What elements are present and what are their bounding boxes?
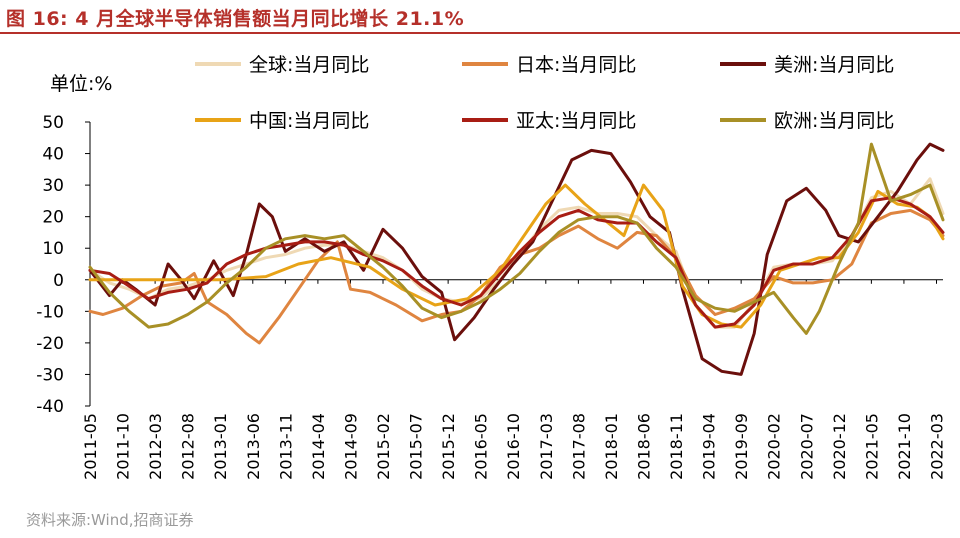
legend-item: 美洲:当月同比 (720, 54, 894, 76)
y-tick-label: 40 (42, 145, 64, 165)
legend-label: 日本:当月同比 (516, 54, 636, 76)
y-axis-label: 单位:% (50, 73, 112, 95)
y-tick-label: -20 (36, 334, 64, 354)
x-tick-label: 2013-01 (211, 413, 230, 480)
x-tick-label: 2015-02 (374, 413, 393, 480)
x-tick-label: 2014-09 (341, 413, 360, 480)
legend-label: 全球:当月同比 (249, 54, 369, 76)
y-tick-label: 10 (42, 239, 64, 259)
series-line-5 (88, 196, 945, 329)
source-note: 资料来源:Wind,招商证券 (26, 511, 194, 529)
x-tick-label: 2020-02 (765, 413, 784, 480)
y-tick-label: 20 (42, 208, 64, 228)
x-tick-label: 2014-04 (309, 413, 328, 480)
series-line-6 (88, 142, 945, 335)
x-tick-label: 2020-07 (797, 413, 816, 480)
legend-label: 亚太:当月同比 (516, 110, 636, 132)
series-lines (88, 142, 945, 376)
x-tick-label: 2018-01 (602, 413, 621, 480)
x-tick-label: 2011-10 (114, 413, 133, 480)
y-tick-label: -30 (36, 365, 64, 385)
x-tick-label: 2011-05 (81, 413, 100, 480)
x-tick-label: 2016-05 (472, 413, 491, 480)
x-tick-label: 2015-07 (407, 413, 426, 480)
y-tick-label: -10 (36, 302, 64, 322)
legend-item: 欧洲:当月同比 (720, 110, 894, 132)
x-tick-label: 2019-09 (732, 413, 751, 480)
x-tick-label: 2017-03 (537, 413, 556, 480)
y-tick-label: 0 (53, 271, 64, 291)
x-tick-label: 2012-03 (146, 413, 165, 480)
x-tick-label: 2013-11 (276, 413, 295, 480)
legend-item: 日本:当月同比 (462, 54, 636, 76)
legend-item: 亚太:当月同比 (462, 110, 636, 132)
x-tick-label: 2021-10 (895, 413, 914, 480)
x-tick-label: 2018-11 (667, 413, 686, 480)
legend-item: 全球:当月同比 (195, 54, 369, 76)
x-tick-label: 2022-03 (927, 413, 946, 480)
figure-label: 图 16: (6, 8, 69, 30)
x-tick-label: 2020-12 (830, 413, 849, 480)
x-tick-label: 2017-08 (569, 413, 588, 480)
legend-label: 欧洲:当月同比 (774, 110, 894, 132)
x-tick-label: 2021-05 (862, 413, 881, 480)
series-line-3 (88, 142, 945, 376)
title-divider (0, 32, 960, 34)
x-tick-label: 2013-06 (244, 413, 263, 480)
x-tick-label: 2018-06 (634, 413, 653, 480)
y-tick-label: 30 (42, 176, 64, 196)
figure-title: 图 16: 4 月全球半导体销售额当月同比增长 21.1% (6, 4, 464, 31)
x-tick-label: 2016-10 (504, 413, 523, 480)
y-tick-label: 50 (42, 113, 64, 133)
x-tick-label: 2015-12 (439, 413, 458, 480)
legend-label: 美洲:当月同比 (774, 54, 894, 76)
x-tick-label: 2012-08 (179, 413, 198, 480)
legend-item: 中国:当月同比 (195, 110, 369, 132)
y-tick-label: -40 (36, 397, 64, 417)
axes: 50 40 30 20 10 0 -10 -20 -30 -40 2011-05 2011-10 201… (36, 113, 946, 480)
chart-title: 4 月全球半导体销售额当月同比增长 21.1% (75, 8, 465, 30)
x-tick-label: 2019-04 (700, 413, 719, 480)
legend-label: 中国:当月同比 (249, 110, 369, 132)
